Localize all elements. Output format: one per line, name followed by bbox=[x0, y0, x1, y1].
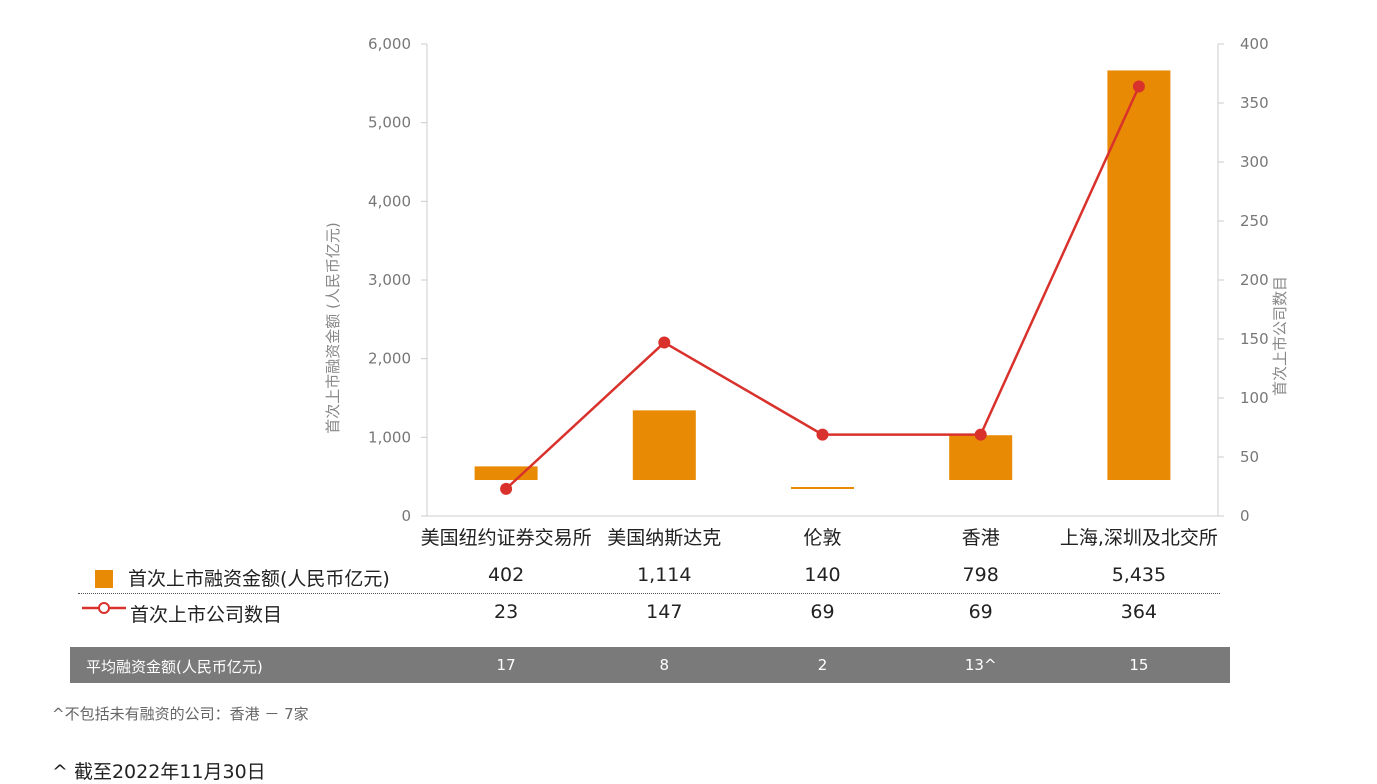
bar-1 bbox=[632, 410, 696, 480]
amount-row-label: 首次上市融资金额(人民币亿元) bbox=[128, 568, 390, 590]
y-tick-label: 3,000 bbox=[368, 271, 411, 289]
category-label: 香港 bbox=[962, 527, 1000, 549]
y2-tick-label: 0 bbox=[1240, 507, 1250, 525]
average-cell: 17 bbox=[496, 656, 516, 674]
count-point-0 bbox=[500, 482, 513, 495]
category-label: 伦敦 bbox=[803, 527, 841, 549]
y-tick-label: 2,000 bbox=[368, 350, 411, 368]
category-label: 上海,深圳及北交所 bbox=[1060, 527, 1218, 549]
count-row-label: 首次上市公司数目 bbox=[130, 604, 283, 626]
count-legend-line-icon bbox=[82, 602, 126, 614]
amount-cell: 140 bbox=[804, 564, 841, 586]
average-row: 平均融资金额(人民币亿元) 17 8 2 13^ 15 bbox=[70, 647, 1230, 683]
count-cell: 147 bbox=[646, 601, 683, 623]
y2-tick-label: 300 bbox=[1240, 153, 1269, 171]
average-cell: 13^ bbox=[964, 656, 997, 674]
y2-tick-label: 100 bbox=[1240, 389, 1269, 407]
count-cell: 23 bbox=[494, 601, 519, 623]
bar-4 bbox=[1107, 70, 1171, 481]
average-cell: 15 bbox=[1129, 656, 1149, 674]
count-point-2 bbox=[816, 428, 829, 441]
y2-tick-label: 250 bbox=[1240, 212, 1269, 230]
bar-2 bbox=[791, 486, 854, 489]
y-tick-label: 0 bbox=[401, 507, 411, 525]
table-divider bbox=[78, 593, 1220, 594]
amount-cell: 5,435 bbox=[1111, 564, 1167, 586]
average-row-label: 平均融资金额(人民币亿元) bbox=[86, 658, 263, 676]
y-tick-label: 1,000 bbox=[368, 428, 411, 446]
category-label: 美国纳斯达克 bbox=[607, 527, 721, 549]
as-of-note: ^ 截至2022年11月30日 bbox=[52, 761, 266, 783]
count-point-4 bbox=[1132, 80, 1145, 93]
count-point-3 bbox=[974, 428, 987, 441]
y-tick-label: 5,000 bbox=[368, 114, 411, 132]
count-cell: 69 bbox=[968, 601, 993, 623]
y2-tick-label: 400 bbox=[1240, 35, 1269, 53]
bar-3 bbox=[949, 435, 1013, 480]
y-tick-label: 6,000 bbox=[368, 35, 411, 53]
y-axis-title: 首次上市融资金额 (人民币亿元) bbox=[324, 222, 342, 433]
category-label: 美国纽约证券交易所 bbox=[421, 527, 592, 549]
count-cell: 364 bbox=[1120, 601, 1158, 623]
y2-tick-label: 50 bbox=[1240, 448, 1259, 466]
ipo-chart: 0 1,000 2,000 3,000 4,000 5,000 6,000 0 50 100 150… bbox=[324, 35, 1289, 549]
count-point-1 bbox=[658, 336, 671, 349]
amount-cell: 1,114 bbox=[637, 564, 692, 586]
average-cell: 8 bbox=[659, 656, 670, 674]
y-tick-label: 4,000 bbox=[368, 192, 411, 210]
amount-legend-swatch bbox=[95, 570, 113, 588]
y2-tick-label: 350 bbox=[1240, 94, 1269, 112]
bar-0 bbox=[474, 466, 538, 480]
amount-cell: 402 bbox=[487, 564, 525, 586]
y2-tick-label: 200 bbox=[1240, 271, 1269, 289]
y2-axis-title: 首次上市公司数目 bbox=[1271, 276, 1289, 396]
average-cell: 2 bbox=[817, 656, 828, 674]
count-cell: 69 bbox=[810, 601, 835, 623]
amount-cell: 798 bbox=[962, 564, 999, 586]
y2-tick-label: 150 bbox=[1240, 330, 1269, 348]
footnote: ^不包括未有融资的公司：香港 － 7家 bbox=[52, 705, 309, 723]
count-line bbox=[505, 85, 1141, 490]
